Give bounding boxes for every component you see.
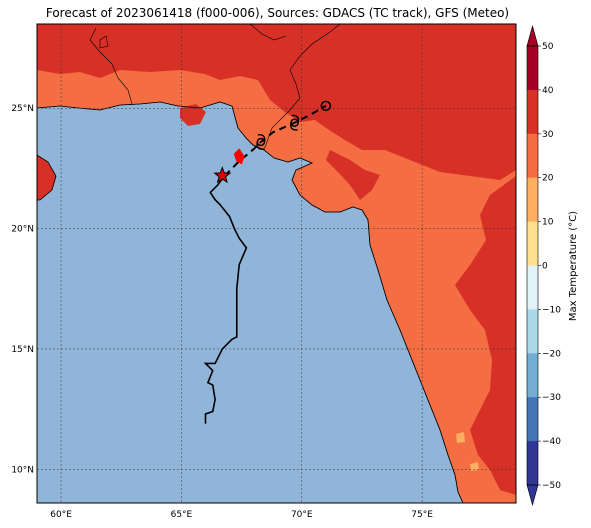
map-title: Forecast of 2023061418 (f000-006), Sourc… bbox=[45, 6, 510, 20]
colorbar-tick-label: 20 bbox=[542, 174, 554, 184]
colorbar: 50 40 30 20 10 0 −10 −20 −30 −40 −50 bbox=[526, 24, 561, 507]
border-north bbox=[249, 24, 287, 41]
track-markers bbox=[213, 100, 332, 184]
hot-region-north bbox=[37, 24, 516, 180]
colorbar-tick-label: −50 bbox=[542, 481, 561, 491]
mild-patch-south bbox=[456, 432, 465, 443]
colorbar-tick-label: 40 bbox=[542, 86, 554, 96]
border-iran-pakistan bbox=[89, 27, 133, 105]
colorbar-tick-label: −20 bbox=[542, 349, 561, 359]
cyclone-arm bbox=[256, 141, 265, 150]
border-pakistan-india bbox=[263, 24, 341, 151]
colorbar-band bbox=[527, 309, 538, 354]
forecast-track bbox=[224, 104, 327, 177]
lon-tick-label: 75°E bbox=[411, 510, 433, 520]
observed-track bbox=[203, 175, 248, 424]
colorbar-tick-label: 0 bbox=[542, 262, 548, 272]
lon-tick-label: 65°E bbox=[171, 510, 193, 520]
lat-tick-label: 10°N bbox=[11, 465, 34, 475]
lake-west bbox=[99, 35, 109, 49]
colorbar-min-extend bbox=[526, 484, 539, 507]
colorbar-band bbox=[527, 46, 538, 91]
lon-tick-label: 60°E bbox=[50, 510, 72, 520]
map-canvas bbox=[37, 24, 516, 503]
mild-patch-south-2 bbox=[470, 462, 479, 471]
current-position-star-icon bbox=[213, 166, 232, 184]
colorbar-tick-label: −10 bbox=[542, 305, 561, 315]
colorbar-band bbox=[527, 177, 538, 222]
lon-tick-labels: 60°E 65°E 70°E 75°E bbox=[50, 510, 433, 520]
colorbar-band bbox=[527, 221, 538, 266]
colorbar-band bbox=[527, 397, 538, 442]
lon-tick-label: 70°E bbox=[291, 510, 313, 520]
red-precip-patch bbox=[233, 148, 245, 165]
cyclone-arm bbox=[290, 122, 298, 131]
colorbar-band bbox=[527, 89, 538, 135]
colorbar-band bbox=[527, 441, 538, 486]
coastline bbox=[37, 101, 464, 503]
colorbar-tick-label: 10 bbox=[542, 218, 554, 228]
colorbar-max-extend bbox=[526, 24, 539, 47]
coastline-oman bbox=[37, 154, 57, 201]
colorbar-band bbox=[527, 133, 538, 178]
hot-region-gujarat bbox=[326, 150, 380, 200]
lat-tick-label: 20°N bbox=[11, 225, 34, 235]
hot-region-oman bbox=[37, 155, 56, 200]
hot-patch-west bbox=[180, 104, 206, 126]
cyclone-arm bbox=[291, 114, 300, 123]
colorbar-label: Max Temperature (°C) bbox=[568, 211, 579, 321]
forecast-end-marker bbox=[320, 100, 332, 112]
colorbar-tick-label: −30 bbox=[542, 393, 561, 403]
map-frame bbox=[36, 23, 517, 504]
colorbar-band bbox=[527, 265, 538, 310]
colorbar-tick-label: 30 bbox=[542, 130, 554, 140]
lat-tick-label: 25°N bbox=[11, 104, 34, 114]
colorbar-tick-label: −40 bbox=[542, 437, 561, 447]
cyclone-arm bbox=[257, 134, 266, 143]
lat-tick-labels: 10°N 15°N 20°N 25°N bbox=[11, 104, 34, 475]
lat-tick-label: 15°N bbox=[11, 345, 34, 355]
hot-region-east bbox=[455, 176, 516, 495]
colorbar-band bbox=[527, 353, 538, 398]
colorbar-tick-label: 50 bbox=[542, 42, 554, 52]
